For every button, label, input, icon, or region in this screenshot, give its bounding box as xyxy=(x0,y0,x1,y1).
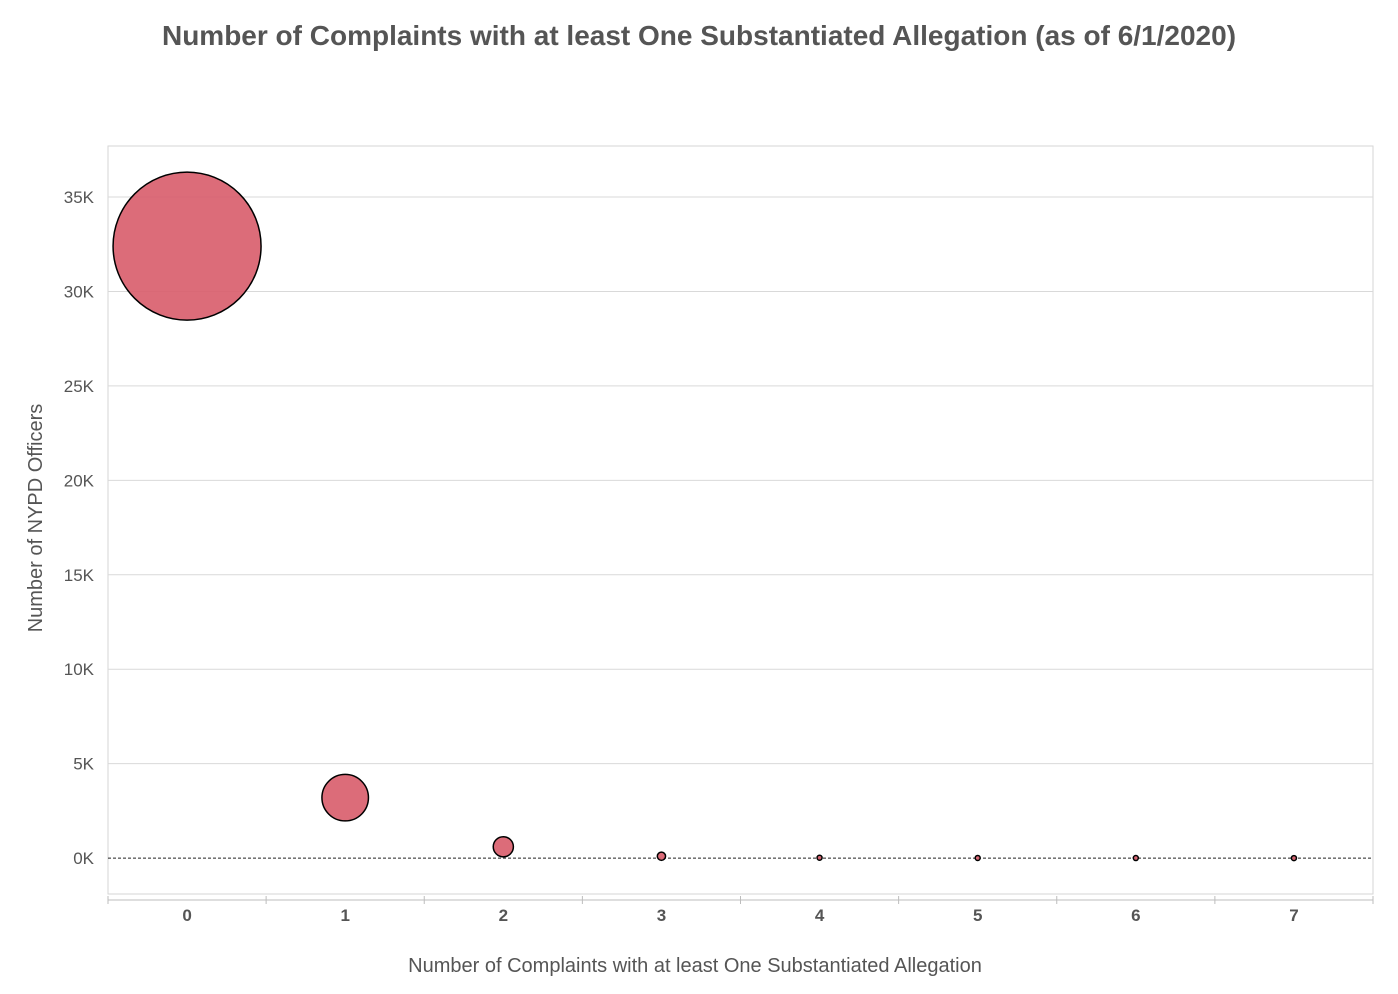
x-axis: 0 1 2 3 4 5 6 7 xyxy=(108,896,1373,925)
data-point-6 xyxy=(1133,856,1138,861)
y-tick-labels: 0K 5K 10K 15K 20K 25K 30K 35K xyxy=(64,188,95,868)
plot-area xyxy=(108,146,1373,894)
y-tick-label: 0K xyxy=(73,849,94,868)
gridlines xyxy=(108,197,1373,764)
x-tick-label: 7 xyxy=(1289,906,1298,925)
data-point-3 xyxy=(657,852,665,860)
y-tick-label: 10K xyxy=(64,660,95,679)
y-tick-label: 20K xyxy=(64,471,95,490)
data-point-0 xyxy=(113,172,261,320)
y-tick-label: 5K xyxy=(73,755,94,774)
x-tick-label: 1 xyxy=(340,906,349,925)
y-tick-label: 30K xyxy=(64,282,95,301)
data-point-2 xyxy=(493,837,513,857)
x-tick-label: 4 xyxy=(815,906,825,925)
y-axis-title: Number of NYPD Officers xyxy=(25,404,47,633)
x-tick-label: 6 xyxy=(1131,906,1140,925)
x-tick-label: 3 xyxy=(657,906,666,925)
x-tick-label: 0 xyxy=(182,906,191,925)
data-point-7 xyxy=(1291,856,1296,861)
data-points xyxy=(113,172,1296,860)
x-axis-title: Number of Complaints with at least One S… xyxy=(408,955,982,977)
data-point-4 xyxy=(817,855,822,860)
y-tick-label: 25K xyxy=(64,377,95,396)
x-tick-label: 5 xyxy=(973,906,982,925)
y-tick-label: 35K xyxy=(64,188,95,207)
data-point-5 xyxy=(975,855,980,860)
x-tick-label: 2 xyxy=(499,906,508,925)
y-tick-label: 15K xyxy=(64,566,95,585)
data-point-1 xyxy=(322,774,369,821)
